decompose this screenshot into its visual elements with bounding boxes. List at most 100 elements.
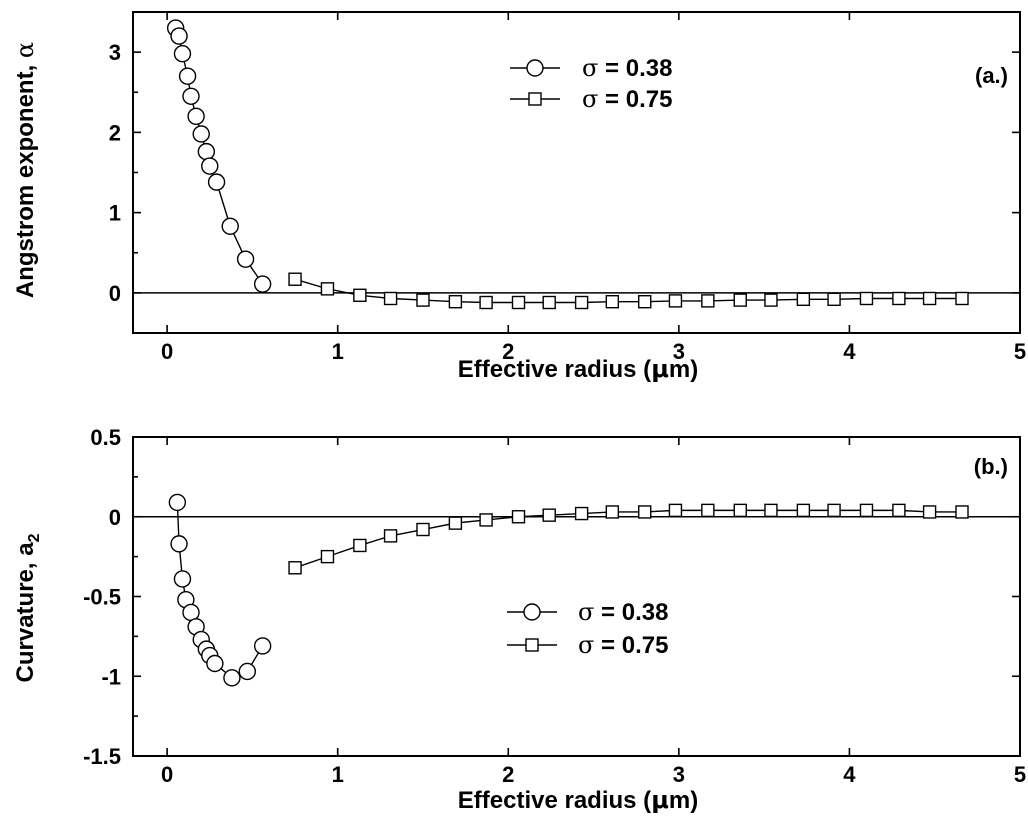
panel-b-series-1-point-15	[764, 503, 778, 518]
panel-a-series-0-point-10	[221, 217, 239, 235]
panel-a-series-1-point-10	[605, 295, 620, 309]
panel-b-series-1-point-16	[796, 503, 811, 518]
panel-a-series-0-point-6	[192, 125, 210, 143]
panel-b-y-axis-title: Curvature, a2	[12, 533, 43, 682]
panel-b-series-0-point-0	[168, 493, 187, 512]
panel-a-series-1-point-4	[416, 293, 430, 307]
panel-b-x-tick-label-2: 2	[502, 762, 514, 787]
panel-a-series-0	[166, 19, 272, 293]
panel-b-series-0-point-4	[182, 603, 200, 622]
panel-b-series-1-line	[294, 509, 963, 569]
panel-b-y-tick-label-2: -0.5	[83, 585, 121, 610]
panel-a-series-1-point-5	[448, 295, 463, 309]
panel-a-series-1-point-9	[574, 295, 589, 310]
panel-a-legend-marker-1	[528, 92, 542, 106]
panel-a-series-1-point-1	[320, 282, 335, 296]
panel-b-x-axis-title-suffix: m)	[669, 787, 698, 814]
panel-b-series-1-point-8	[542, 508, 556, 522]
panel-a-series-1	[288, 272, 969, 310]
panel-a: 0 1 2 3 4 5 0 1 2 3 (a.) Effective radius (μm) A…	[11, 11, 1026, 383]
panel-b-x-ticks: 0 1 2 3 4 5	[161, 437, 1026, 787]
panel-a-series-1-point-18	[859, 291, 874, 306]
panel-b-series-1-point-5	[448, 516, 463, 530]
panel-a-legend-label-1-symbol: σ	[582, 85, 598, 113]
panel-b-series-1-point-11	[638, 505, 652, 519]
panel-a-series-0-point-1	[170, 27, 188, 45]
panel-a-legend: σ = 0.38 σ = 0.75	[510, 54, 672, 113]
panel-b-series-1-point-3	[383, 529, 398, 543]
panel-a-series-1-point-12	[668, 294, 683, 308]
panel-a-y-tick-label-0: 0	[109, 281, 121, 306]
panel-b-y-axis-title-prefix: Curvature, a	[12, 542, 39, 683]
panel-a-series-0-point-9	[207, 173, 226, 191]
panel-b-series-1	[288, 503, 969, 575]
panel-a-series-1-point-21	[955, 291, 969, 306]
panel-b-series-1-point-2	[353, 538, 367, 553]
panel-b-series-1-point-9	[574, 506, 589, 521]
panel-b-series-0-point-12	[253, 637, 272, 655]
panel-a-x-axis-title-prefix: Effective radius (	[458, 356, 651, 383]
panel-b-series-0-point-9	[206, 654, 224, 673]
panel-b-y-tick-label-3: 0	[109, 505, 121, 530]
panel-a-series-1-point-13	[701, 294, 715, 308]
panel-b-series-1-point-19	[892, 503, 906, 518]
panel-b-series-1-point-7	[511, 510, 526, 524]
panel-a-series-0-point-3	[178, 67, 197, 85]
panel-a-series-1-point-19	[892, 291, 906, 306]
panel-b-legend-entry-1: σ = 0.75	[507, 631, 668, 659]
panel-a-series-1-line	[294, 278, 963, 304]
panel-a-series-1-point-14	[733, 293, 747, 307]
panel-b-y-ticks: -1.5 -1 -0.5 0 0.5	[83, 425, 1020, 769]
panel-a-legend-label-0-rest: = 0.38	[598, 55, 672, 82]
panel-a-y-tick-label-2: 2	[109, 120, 121, 145]
panel-a-x-tick-label-2: 2	[502, 339, 514, 364]
panel-a-label: (a.)	[975, 63, 1008, 88]
panel-b-series-1-point-18	[859, 503, 874, 518]
panel-b-y-axis-title-sub: 2	[26, 533, 43, 542]
panel-b-series-0	[168, 493, 272, 687]
panel-b-legend-label-0-symbol: σ	[578, 598, 594, 626]
panel-b-legend-label-1-symbol: σ	[578, 631, 594, 659]
panel-a-x-axis-title: Effective radius (μm)	[458, 355, 698, 383]
panel-a-series-0-point-11	[236, 250, 255, 268]
panel-a-x-tick-label-1: 1	[332, 339, 344, 364]
panel-a-series-0-point-4	[182, 87, 200, 105]
panel-b-x-tick-label-5: 5	[1014, 762, 1026, 787]
panel-a-legend-label-1-rest: = 0.75	[598, 86, 672, 113]
panel-b-series-1-point-21	[955, 505, 969, 519]
panel-a-series-1-point-11	[638, 295, 652, 309]
panel-a-x-axis-title-mu: μ	[651, 355, 669, 383]
panel-a-series-1-point-3	[383, 291, 398, 306]
panel-b-series-0-point-2	[173, 570, 192, 588]
panel-a-y-tick-label-1: 1	[109, 201, 121, 226]
panel-a-y-ticks: 0 1 2 3	[109, 11, 1020, 334]
panel-b-series-1-point-20	[922, 505, 937, 519]
panel-b-y-tick-label-1: -1	[101, 664, 121, 689]
panel-b-x-axis-title: Effective radius (μm)	[458, 786, 698, 814]
panel-b-x-tick-label-4: 4	[843, 762, 856, 787]
panel-a-series-0-point-2	[173, 45, 192, 63]
panel-b-label: (b.)	[974, 454, 1008, 479]
panel-a-series-1-point-0	[288, 272, 302, 286]
panel-b-legend-label-0-rest: = 0.38	[594, 599, 668, 626]
panel-a-y-axis-title-prefix: Angstrom exponent,	[12, 58, 39, 298]
panel-b-x-tick-label-0: 0	[161, 762, 173, 787]
panel-a-series-1-point-17	[827, 292, 841, 306]
panel-b-legend: σ = 0.38 σ = 0.75	[507, 598, 668, 659]
panel-a-series-0-point-5	[187, 107, 205, 126]
panel-a-series-1-point-8	[542, 295, 556, 310]
panel-a-series-1-point-16	[796, 292, 811, 306]
panel-b-legend-entry-0: σ = 0.38	[507, 598, 668, 626]
panel-b-series-1-point-6	[479, 513, 493, 527]
panel-a-series-1-point-6	[479, 295, 493, 310]
panel-b-y-tick-label-4: 0.5	[90, 425, 121, 450]
panel-a-x-tick-label-4: 4	[843, 339, 856, 364]
panel-b-x-axis-title-prefix: Effective radius (	[458, 787, 651, 814]
panel-b-x-axis-title-mu: μ	[651, 786, 669, 814]
panel-a-x-axis-title-suffix: m)	[669, 356, 698, 383]
panel-b-x-tick-label-1: 1	[332, 762, 344, 787]
panel-a-series-0-point-7	[197, 142, 216, 161]
panel-a-y-tick-label-3: 3	[109, 40, 121, 65]
panel-b-legend-marker-0	[523, 603, 541, 621]
panel-b-series-0-point-11	[238, 662, 256, 681]
